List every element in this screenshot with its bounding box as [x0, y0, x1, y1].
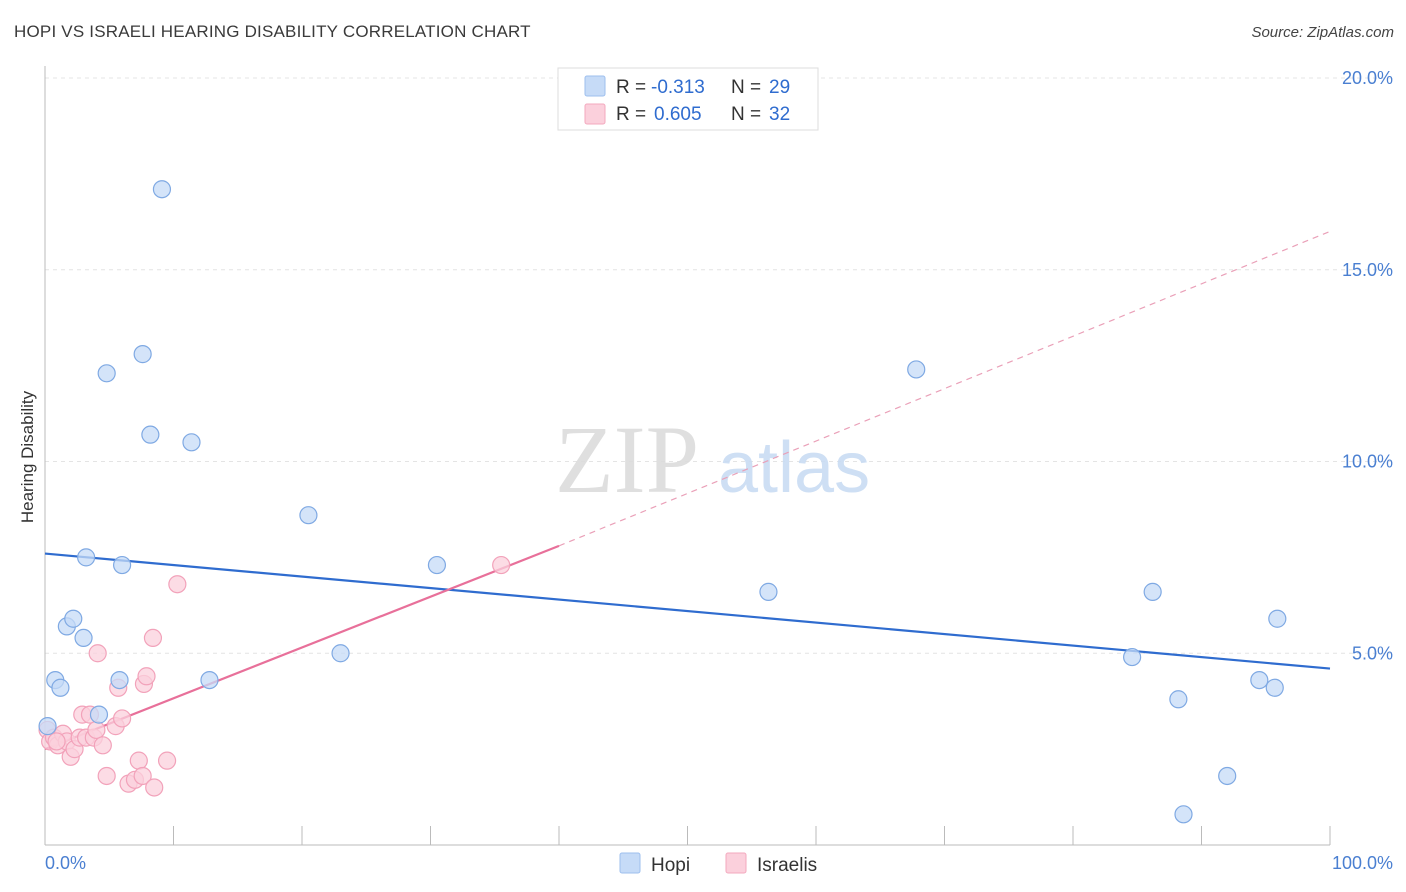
bottom-legend-swatch-israelis: [725, 852, 747, 874]
hopi-point: [1143, 582, 1162, 601]
hopi-point: [38, 717, 57, 736]
hopi-point: [1169, 690, 1188, 709]
hopi-point: [1268, 609, 1287, 628]
hopi-point: [77, 548, 96, 567]
hopi-point: [200, 670, 219, 690]
legend: R = -0.313 N = 29 R = 0.605 N = 32: [557, 67, 819, 131]
bottom-legend-swatch-hopi: [619, 852, 641, 874]
hopi-point: [907, 360, 926, 379]
legend-n-israelis: 32: [769, 104, 790, 125]
israelis-point: [137, 667, 156, 686]
israelis-point: [157, 751, 177, 770]
israelis-point: [88, 644, 107, 663]
israelis-point: [47, 732, 66, 751]
hopi-point: [1123, 647, 1142, 667]
x-tick-label: 0.0%: [45, 853, 86, 873]
hopi-point: [331, 644, 350, 663]
hopi-point: [133, 345, 152, 364]
hopi-point: [74, 628, 93, 648]
y-tick-label: 20.0%: [1342, 68, 1393, 88]
israelis-point: [112, 709, 132, 728]
y-tick-label: 10.0%: [1342, 452, 1393, 472]
israelis-point: [129, 751, 148, 770]
watermark: ZIP atlas: [555, 406, 870, 513]
data-points: [38, 180, 1287, 824]
y-tick-label: 5.0%: [1352, 643, 1393, 663]
hopi-point: [110, 670, 129, 690]
hopi-point: [299, 506, 318, 525]
gridlines: [45, 77, 1392, 654]
israelis-trend-line: [44, 544, 560, 751]
hopi-point: [427, 555, 447, 575]
hopi-point: [152, 180, 172, 199]
israelis-point: [492, 555, 511, 575]
hopi-point: [64, 609, 83, 628]
bottom-legend-hopi: Hopi: [651, 855, 690, 876]
hopi-point: [97, 364, 116, 383]
israelis-point: [143, 628, 163, 648]
legend-r-label: R =: [616, 104, 646, 125]
legend-r-label: R =: [616, 77, 646, 98]
axes: [44, 66, 1331, 846]
source-label: Source: ZipAtlas.com: [1251, 24, 1394, 41]
watermark-atlas: atlas: [718, 428, 870, 508]
hopi-point: [141, 425, 160, 444]
israelis-point: [133, 766, 152, 786]
israelis-point: [97, 766, 116, 786]
hopi-point: [89, 705, 109, 724]
israelis-trend-extension: [558, 230, 1331, 547]
y-axis-title: Hearing Disability: [18, 390, 37, 523]
hopi-point: [1265, 678, 1284, 697]
chart-title: HOPI VS ISRAELI HEARING DISABILITY CORRE…: [14, 22, 531, 41]
israelis-point: [87, 720, 106, 740]
hopi-point: [759, 582, 778, 601]
hopi-point: [182, 433, 201, 452]
legend-n-label: N =: [731, 104, 761, 125]
israelis-point: [145, 778, 164, 797]
hopi-point: [1250, 670, 1269, 690]
legend-r-israelis: 0.605: [654, 104, 702, 125]
legend-swatch-hopi: [584, 75, 606, 97]
hopi-point: [1218, 766, 1237, 786]
hopi-point: [1174, 805, 1193, 824]
tick-labels: 5.0% 10.0% 15.0% 20.0% 0.0% 100.0%: [45, 68, 1393, 873]
bottom-legend: Hopi Israelis: [619, 852, 817, 876]
y-tick-label: 15.0%: [1342, 260, 1393, 280]
hopi-trend-line: [44, 552, 1331, 670]
israelis-point: [168, 575, 187, 594]
trend-lines: [44, 230, 1331, 751]
legend-swatch-israelis: [584, 103, 606, 125]
legend-r-hopi: -0.313: [651, 77, 705, 98]
watermark-zip: ZIP: [555, 406, 699, 513]
legend-n-hopi: 29: [769, 77, 790, 98]
bottom-legend-israelis: Israelis: [757, 855, 817, 876]
legend-n-label: N =: [731, 77, 761, 98]
israelis-point: [93, 736, 112, 755]
hopi-point: [51, 678, 70, 697]
x-tick-label: 100.0%: [1332, 853, 1393, 873]
hopi-point: [112, 555, 132, 575]
